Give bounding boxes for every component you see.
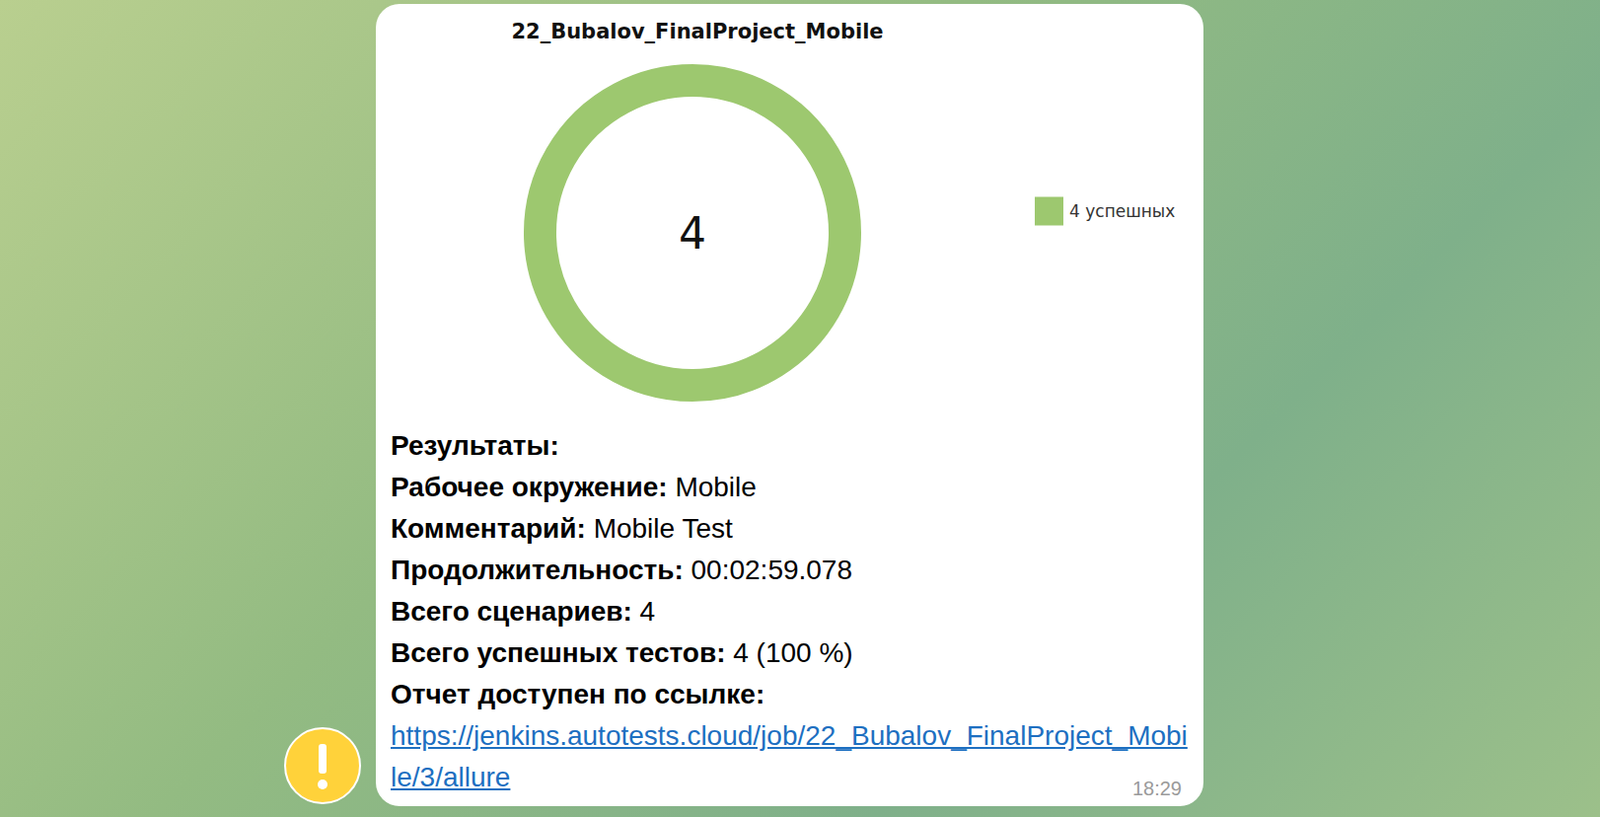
svg-text:22_Bubalov_FinalProject_Mobile: 22_Bubalov_FinalProject_Mobile [510,19,883,44]
html-text:18:29: 18:29 [1132,777,1182,800]
html-text:Результаты:: Результаты: [390,430,560,461]
html-text:Всего успешных тестов: 4 (100: Всего успешных тестов: 4 (100 %) [390,637,853,668]
svg-text:4: 4 [678,208,707,259]
html-text:Продолжительность: 00:02:59.07: Продолжительность: 00:02:59.078 [390,554,853,585]
html-text:Комментарий: Mobile Test: Комментарий: Mobile Test [390,512,733,544]
html-text:Отчет доступен по ссылке:: Отчет доступен по ссылке: [390,678,765,710]
html-text:Всего сценариев: 4: Всего сценариев: 4 [390,595,656,627]
html-text:Рабочее окружение: Mobile: Рабочее окружение: Mobile [390,471,757,503]
svg-text:4 успешных: 4 успешных [1069,201,1175,221]
html-text:https://jenkins.autotests.clou: https://jenkins.autotests.cloud/job/22_B… [390,720,1188,793]
